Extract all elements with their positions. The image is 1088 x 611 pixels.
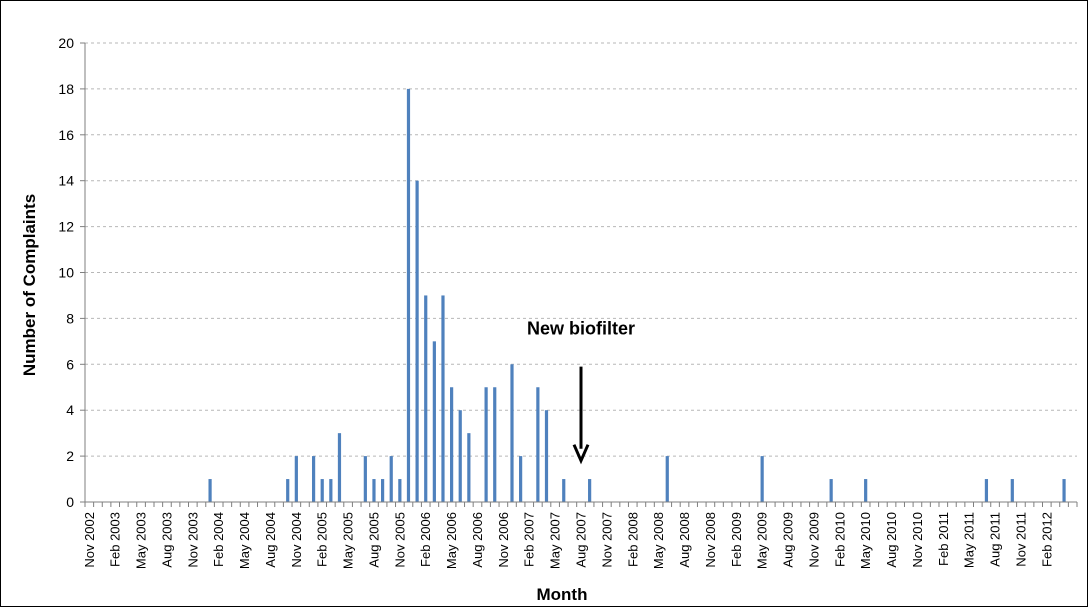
bar — [519, 456, 523, 502]
bar — [406, 88, 411, 503]
x-tick-label: Aug 2006 — [470, 512, 485, 568]
x-tick-label: Nov 2002 — [82, 512, 97, 568]
x-tick-label: Feb 2011 — [936, 512, 951, 566]
x-tick-label: May 2010 — [858, 512, 873, 569]
y-tick-label: 0 — [66, 494, 74, 510]
bar — [329, 479, 333, 502]
x-tick-label: Aug 2005 — [366, 512, 381, 568]
bar — [381, 479, 385, 502]
y-tick-label: 4 — [66, 402, 74, 418]
bar — [665, 456, 669, 502]
x-tick-label: Nov 2010 — [910, 512, 925, 568]
x-tick-label: Feb 2009 — [729, 512, 744, 567]
bar — [467, 433, 471, 502]
y-tick-labels: 0 2 4 6 8 10 12 14 16 18 20 — [58, 35, 74, 510]
x-tick-label: Nov 2009 — [806, 512, 821, 568]
x-tick-label: Aug 2009 — [781, 512, 796, 568]
x-tick-label: May 2004 — [237, 512, 252, 569]
bar — [864, 479, 868, 502]
bar — [432, 341, 436, 502]
x-tick-label: Aug 2010 — [884, 512, 899, 568]
bar — [1010, 479, 1014, 502]
x-tick-label: Aug 2007 — [574, 512, 589, 568]
bar — [311, 456, 316, 502]
x-tick-label: Feb 2005 — [315, 512, 330, 567]
annotation-text: New biofilter — [527, 318, 635, 338]
x-tick-label: May 2008 — [651, 512, 666, 569]
x-tick-label: Nov 2004 — [289, 512, 304, 568]
bar — [372, 479, 376, 502]
bar — [441, 295, 445, 502]
bar — [484, 387, 488, 502]
y-tick-label: 18 — [58, 81, 74, 97]
bar — [294, 456, 298, 502]
x-tick-label: May 2011 — [962, 512, 977, 568]
x-tick-label: Feb 2010 — [832, 512, 847, 567]
y-tick-label: 6 — [66, 356, 74, 372]
bar — [588, 479, 592, 502]
bar — [544, 410, 549, 502]
x-tick-label: Nov 2011 — [1013, 512, 1028, 567]
x-tick-label: May 2006 — [444, 512, 459, 569]
y-tick-label: 10 — [58, 265, 74, 281]
x-axis-title: Month — [537, 585, 588, 604]
bar — [363, 456, 367, 502]
x-tick-label: Aug 2011 — [988, 512, 1003, 567]
bar — [450, 387, 454, 502]
x-tick-label: Aug 2008 — [677, 512, 692, 568]
x-tick-label: May 2005 — [341, 512, 356, 569]
x-tick-label: Feb 2007 — [522, 512, 537, 567]
x-tick-label: Feb 2004 — [211, 512, 226, 567]
y-tick-label: 14 — [58, 173, 74, 189]
bar — [415, 180, 419, 502]
x-tick-label: Aug 2003 — [159, 512, 174, 568]
y-axis-title: Number of Complaints — [20, 194, 39, 376]
x-tick-label: Aug 2004 — [263, 512, 278, 568]
bar — [1062, 479, 1066, 502]
x-tick-label: Nov 2007 — [599, 512, 614, 568]
x-tick-label: Nov 2003 — [185, 512, 200, 568]
bar — [562, 479, 566, 502]
y-tick-label: 8 — [66, 310, 74, 326]
bar — [286, 479, 290, 502]
y-tick-label: 12 — [58, 219, 74, 235]
x-tick-label: Nov 2005 — [392, 512, 407, 568]
bar — [493, 387, 497, 502]
annotations: New biofilter — [527, 318, 635, 465]
bar — [389, 456, 393, 502]
annotation-arrow-head — [572, 444, 590, 465]
x-tick-label: May 2009 — [755, 512, 770, 569]
bar — [320, 479, 324, 502]
x-tick-label: May 2003 — [134, 512, 149, 569]
axes — [80, 42, 1078, 507]
x-tick-label: Feb 2006 — [418, 512, 433, 567]
bar — [829, 479, 833, 502]
x-tick-label: Feb 2008 — [625, 512, 640, 567]
bar — [398, 479, 402, 502]
x-tick-label: Feb 2003 — [108, 512, 123, 567]
y-tick-label: 2 — [66, 448, 74, 464]
bar — [760, 456, 764, 502]
x-tick-labels: Nov 2002 Feb 2003 May 2003 Aug 2003 Nov 2003… — [82, 512, 1054, 569]
x-tick-label: May 2007 — [548, 512, 563, 569]
bar — [458, 410, 462, 502]
bar — [424, 295, 428, 502]
bar — [510, 364, 514, 502]
bar — [536, 387, 540, 502]
bar — [337, 433, 342, 502]
bar — [208, 479, 212, 502]
x-tick-label: Nov 2008 — [703, 512, 718, 568]
y-tick-label: 16 — [58, 127, 74, 143]
x-tick-label: Feb 2012 — [1039, 512, 1054, 567]
bar — [984, 479, 989, 502]
bars — [208, 88, 1066, 503]
y-tick-label: 20 — [58, 35, 74, 51]
x-tick-label: Nov 2006 — [496, 512, 511, 568]
